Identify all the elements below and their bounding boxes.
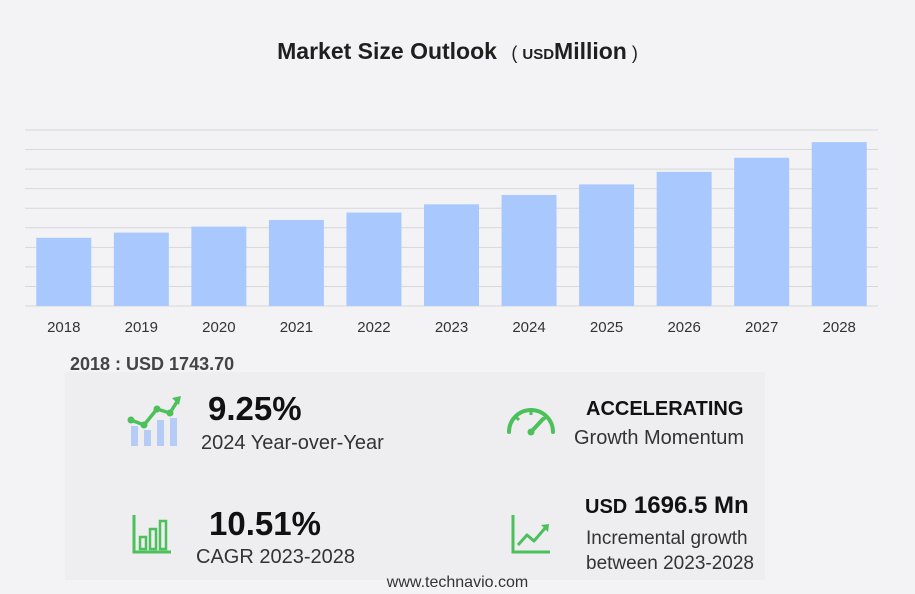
chart-title: Market Size Outlook ( USDMillion ) xyxy=(0,38,915,65)
x-tick-label: 2019 xyxy=(125,319,158,336)
bar-2018 xyxy=(36,237,92,306)
bar-2028 xyxy=(811,142,867,306)
x-tick-label: 2022 xyxy=(357,319,390,336)
bar-growth-icon xyxy=(127,396,181,446)
title-main: Market Size Outlook xyxy=(277,38,497,64)
bar-2019 xyxy=(113,232,169,306)
x-tick-label: 2027 xyxy=(745,319,778,336)
x-tick-label: 2023 xyxy=(435,319,468,336)
bar-2022 xyxy=(346,212,402,306)
x-tick-label: 2018 xyxy=(47,319,80,336)
bar-2021 xyxy=(268,219,324,306)
yoy-label: 2024 Year-over-Year xyxy=(201,432,384,454)
yoy-value: 9.25% xyxy=(208,390,302,427)
x-tick-label: 2028 xyxy=(823,319,856,336)
momentum-value: ACCELERATING xyxy=(586,398,744,420)
base-year-value: 2018 : USD 1743.70 xyxy=(70,354,235,374)
bar-2020 xyxy=(191,226,247,306)
title-unit: ( USDMillion ) xyxy=(511,38,638,64)
x-tick-label: 2025 xyxy=(590,319,623,336)
bar-chart-icon xyxy=(132,515,171,554)
bar-chart: 2018 2019 2020 2021 2022 2023 2024 2025 2026 2027… xyxy=(25,129,878,336)
trend-line-icon xyxy=(511,515,550,554)
bar-2027 xyxy=(734,157,790,306)
bar-2026 xyxy=(656,171,712,306)
source-footer: www.technavio.com xyxy=(386,574,529,591)
cagr-value: 10.51% xyxy=(209,505,321,542)
bar-2023 xyxy=(424,204,479,306)
speedometer-icon xyxy=(507,408,555,436)
x-tick-label: 2020 xyxy=(202,319,235,336)
bar-2024 xyxy=(501,194,557,306)
bar-2025 xyxy=(579,184,635,306)
x-tick-label: 2021 xyxy=(280,319,313,336)
momentum-label: Growth Momentum xyxy=(574,427,745,449)
x-tick-label: 2024 xyxy=(512,319,545,336)
cagr-label: CAGR 2023-2028 xyxy=(196,546,355,568)
incremental-label: Incremental growth between 2023-2028 xyxy=(586,528,754,574)
kpi-panel xyxy=(65,372,765,580)
incremental-value: USD 1696.5 Mn xyxy=(585,492,749,519)
x-tick-label: 2026 xyxy=(667,319,700,336)
